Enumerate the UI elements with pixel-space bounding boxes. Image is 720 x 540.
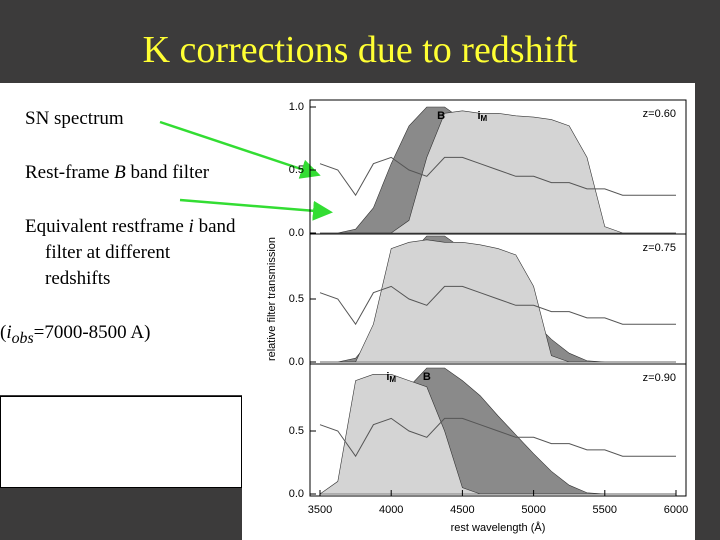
x-tick-label: 5500	[593, 504, 617, 516]
bullet-text: Equivalent restframe	[25, 216, 189, 237]
slide-title: K corrections due to redshift	[142, 29, 578, 71]
filter-name: B	[437, 110, 445, 122]
y-tick-label: 0.0	[289, 227, 304, 239]
bullet-text: obs	[11, 329, 34, 347]
bullet-text: band filter at different redshifts	[45, 216, 236, 289]
arrow	[179, 198, 333, 221]
x-tick-label: 4500	[450, 504, 474, 516]
spectrum-line	[319, 285, 676, 326]
arrow	[159, 120, 321, 179]
bullet-text: i	[6, 322, 12, 343]
filter-name: B	[423, 371, 431, 383]
y-axis-label: relative filter transmission	[266, 237, 278, 361]
filter-area	[319, 374, 676, 495]
bullet: Rest-frame B band filter	[25, 160, 240, 186]
filter-name-sub: M	[481, 114, 488, 123]
y-tick-label: 0.5	[289, 425, 304, 437]
filter-name-sub: M	[389, 375, 396, 384]
bullet: (iobs=7000-8500 A)	[0, 320, 240, 352]
filter-label: iM	[477, 110, 487, 123]
x-tick-label: 3500	[308, 504, 332, 516]
redshift-label: z=0.90	[643, 372, 676, 384]
y-tick-label: 0.0	[289, 356, 304, 368]
spectrum-line	[319, 417, 676, 458]
y-tick-label: 0.5	[289, 293, 304, 305]
panel-frame	[309, 363, 687, 497]
x-axis-label: rest wavelength (Å)	[451, 521, 546, 534]
bullet: SN spectrum	[25, 106, 240, 132]
y-tick-label: 0.0	[289, 488, 304, 500]
spectrum-line	[319, 156, 676, 197]
bullet-text: B	[114, 162, 126, 183]
redshift-label: z=0.75	[643, 242, 676, 254]
bullet: Equivalent restframe i band filter at di…	[25, 214, 240, 292]
bullet-text: SN spectrum	[25, 108, 124, 129]
bullet-list: SN spectrum Rest-frame B band filter Equiv…	[0, 106, 240, 380]
filter-name: i	[477, 110, 480, 122]
x-tick-label: 6000	[664, 504, 688, 516]
y-tick-label: 0.5	[289, 164, 304, 176]
bullet-text: (	[0, 322, 7, 343]
x-tick-label: 4000	[379, 504, 403, 516]
filter-area	[320, 239, 676, 363]
filter-label: B	[423, 371, 431, 383]
y-tick-label: 1.0	[289, 101, 304, 113]
bullet-text: =7000-8500 A)	[33, 322, 151, 343]
bullet-text: i	[188, 216, 194, 237]
filter-label: B	[437, 110, 445, 122]
bullet-text: band filter	[125, 162, 210, 183]
filter-name: i	[386, 371, 389, 383]
filter-area	[320, 110, 676, 234]
empty-box	[0, 396, 242, 488]
filter-label: iM	[386, 371, 396, 384]
x-tick-label: 5000	[521, 504, 545, 516]
bullet-text: Rest-frame	[25, 162, 115, 183]
redshift-label: z=0.60	[643, 108, 676, 120]
